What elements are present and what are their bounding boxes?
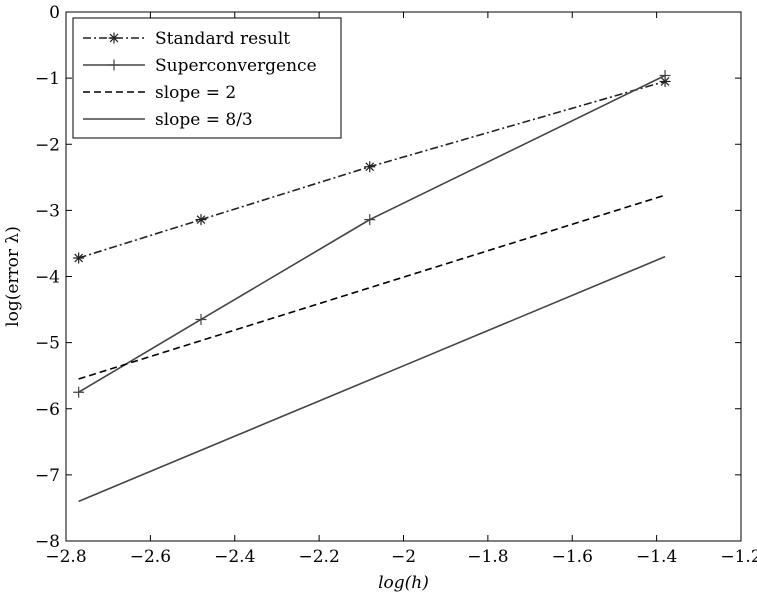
y-tick-label: −2 [35, 135, 60, 155]
asterisk-marker [73, 252, 85, 264]
asterisk-marker [364, 161, 376, 173]
series-line [78, 194, 666, 380]
y-tick-label: −8 [35, 532, 60, 552]
series-line [78, 74, 666, 393]
series-1 [73, 69, 671, 398]
series-line [78, 80, 666, 259]
plus-marker [195, 313, 207, 325]
axis-ticks: −2.8 −2.6 −2.4 −2.2 −2 −1.8 −1.6 −1.4 −1.2 0 −1 −2 −… [35, 3, 757, 567]
asterisk-marker [108, 32, 120, 44]
x-tick-label: −1.2 [720, 547, 757, 567]
plus-marker [364, 214, 376, 226]
plus-marker [659, 69, 671, 81]
legend-label: slope = 2 [155, 83, 236, 103]
asterisk-marker [659, 75, 671, 87]
plus-marker [73, 386, 85, 398]
x-tick-label: −1.4 [636, 547, 677, 567]
x-tick-label: −2.2 [298, 547, 339, 567]
x-tick-label: −2.6 [130, 547, 171, 567]
y-tick-label: −6 [35, 400, 60, 420]
legend: Standard result Superconvergence slope = 2… [72, 17, 342, 139]
y-tick-label: −1 [35, 69, 60, 89]
y-tick-label: −5 [35, 334, 60, 354]
plus-marker [108, 59, 120, 71]
legend-label: slope = 8/3 [155, 110, 253, 130]
series-2 [78, 194, 666, 380]
asterisk-marker [195, 214, 207, 226]
series-0 [73, 75, 671, 264]
y-tick-label: −3 [35, 201, 60, 221]
y-axis-label: log(error λ) [3, 226, 23, 327]
series-line [78, 255, 666, 503]
legend-label: Standard result [155, 29, 290, 49]
x-tick-label: −1.8 [467, 547, 508, 567]
x-tick-label: −2.8 [45, 547, 86, 567]
legend-label: Superconvergence [155, 56, 317, 76]
y-tick-label: −4 [35, 268, 60, 288]
x-tick-label: −2.4 [214, 547, 255, 567]
y-tick-label: 0 [49, 3, 60, 23]
x-axis-label: log(h) [378, 573, 429, 593]
x-tick-label: −2 [391, 547, 416, 567]
y-tick-label: −7 [35, 466, 60, 486]
plot-marks [73, 69, 671, 503]
x-tick-label: −1.6 [552, 547, 593, 567]
series-3 [78, 255, 666, 503]
